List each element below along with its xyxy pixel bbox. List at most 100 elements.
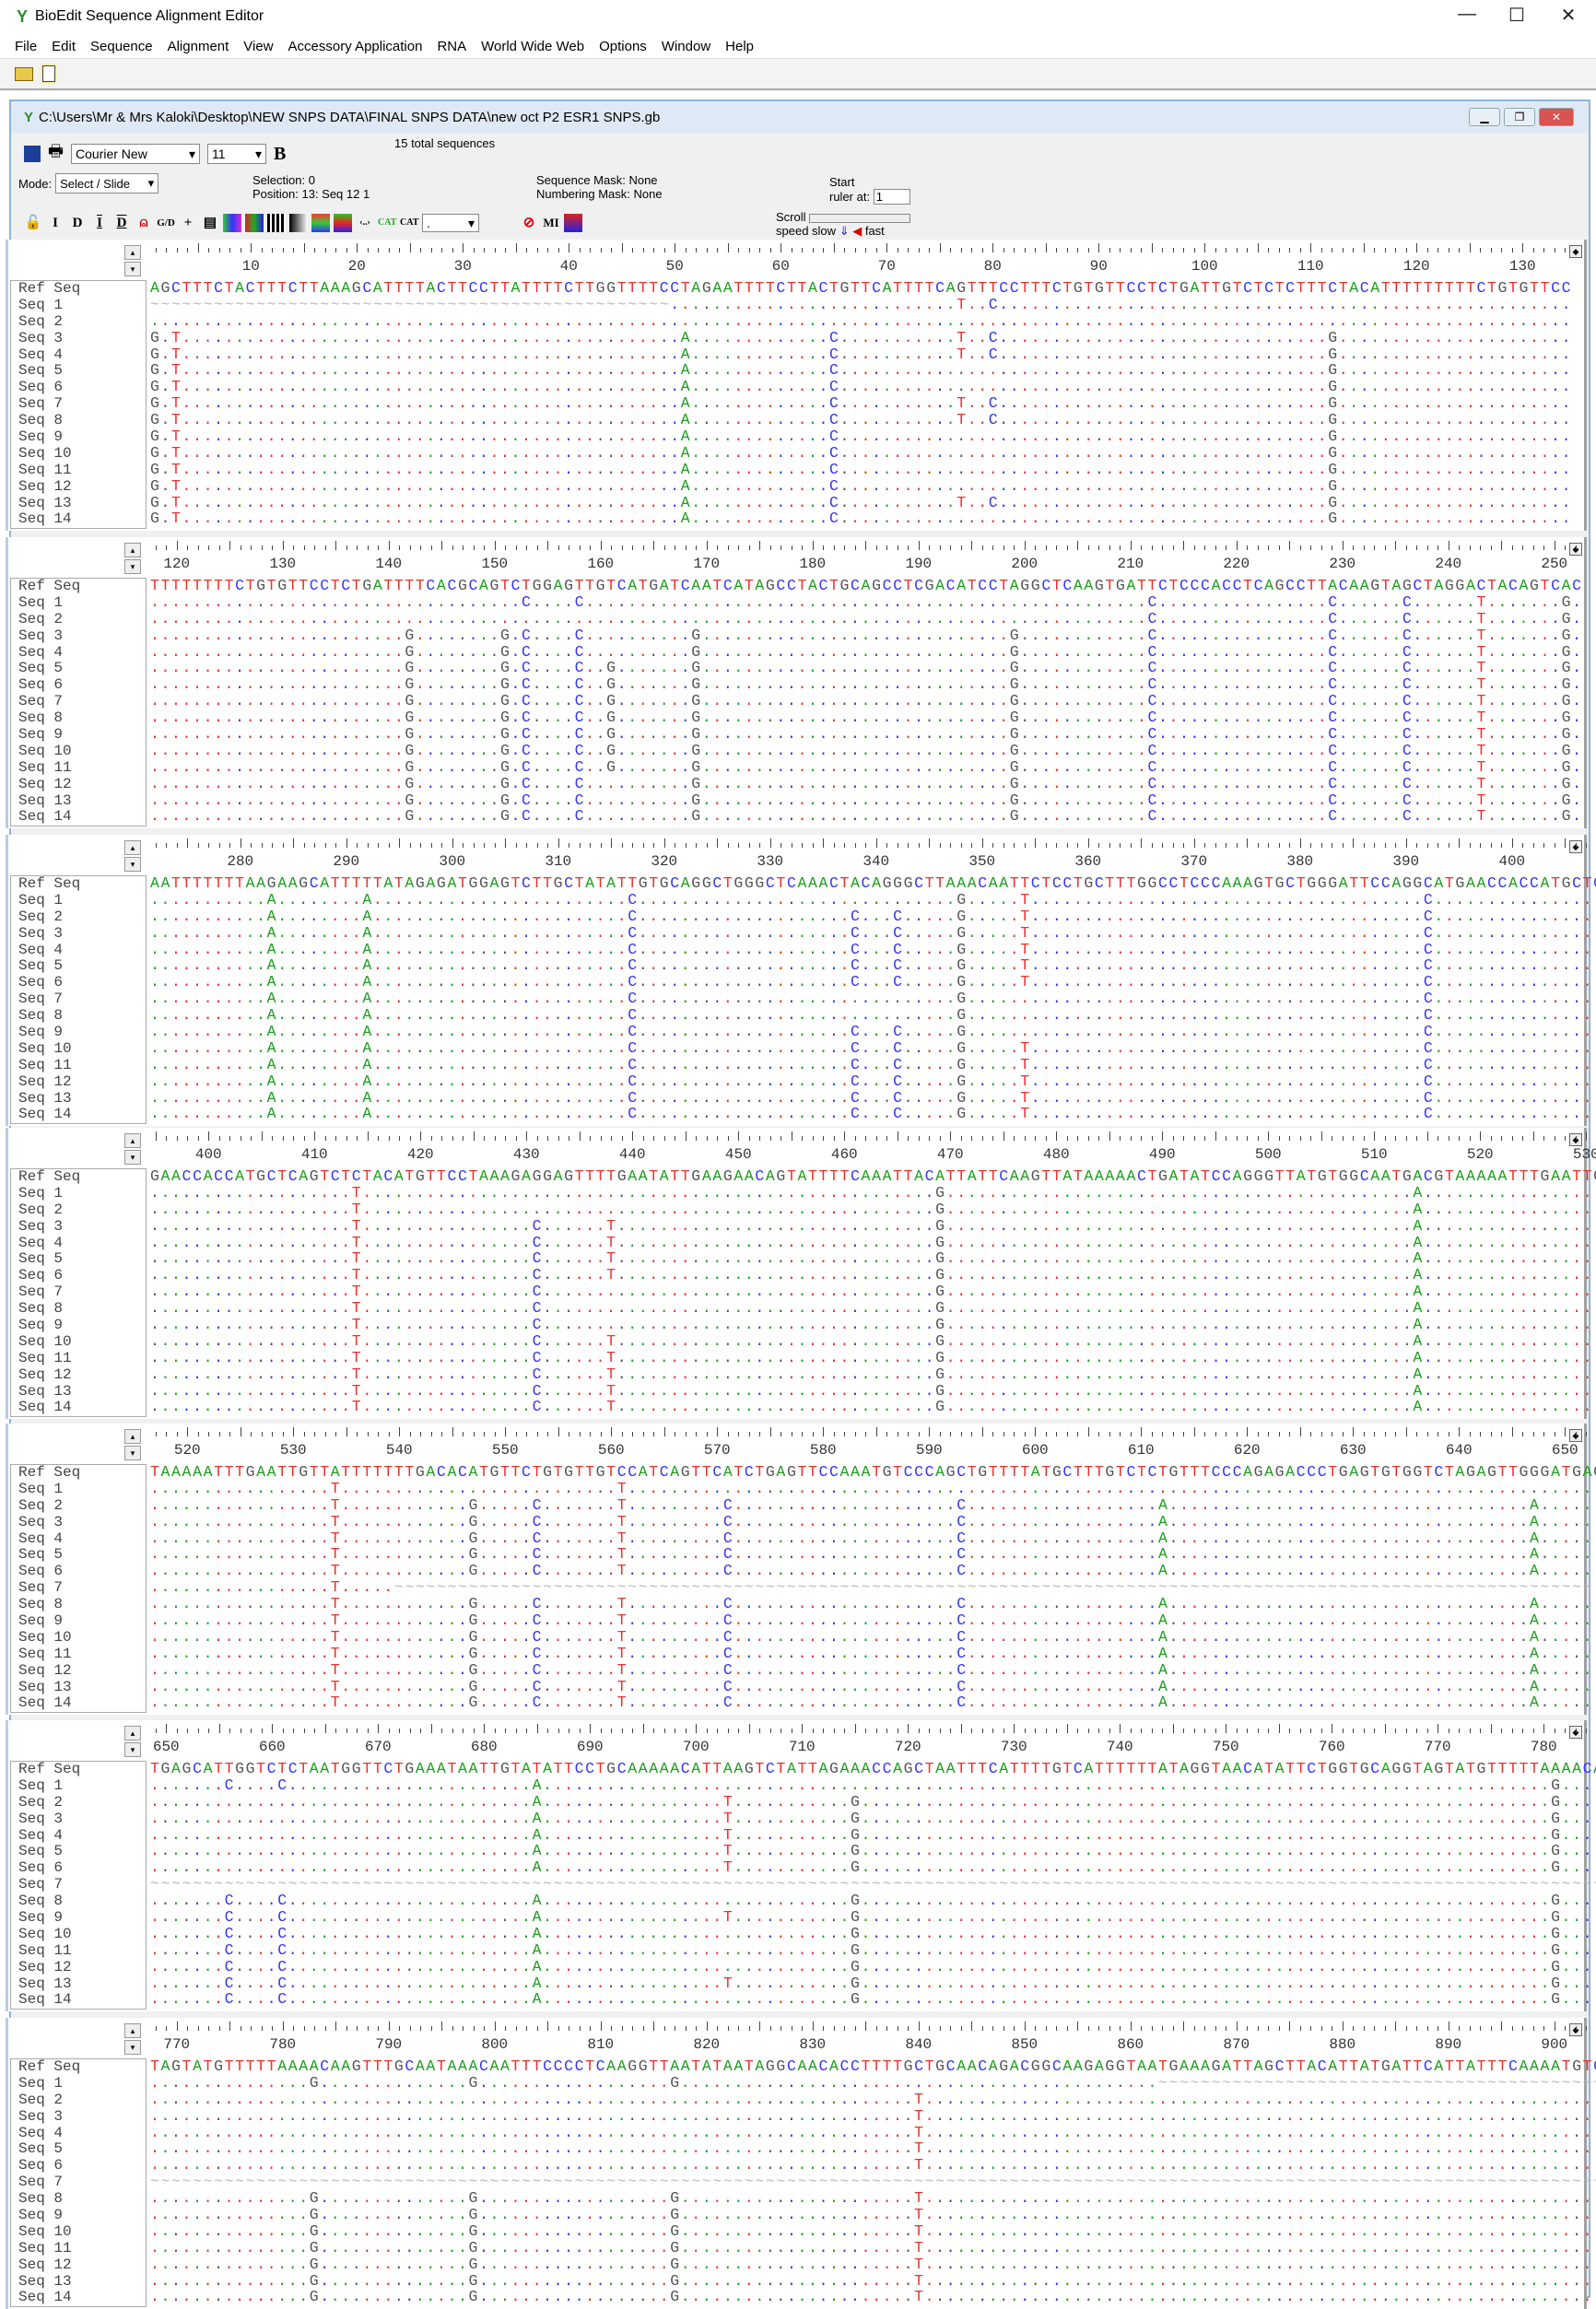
ref-seq-name[interactable]: Ref Seq — [11, 876, 146, 893]
seq-row[interactable]: ........................G........G.C....… — [150, 644, 1583, 661]
bold-button[interactable]: B — [274, 144, 286, 165]
menu-file[interactable]: File — [15, 39, 37, 54]
menu-options[interactable]: Options — [599, 39, 647, 54]
open-folder-icon[interactable] — [15, 67, 33, 81]
save-icon[interactable] — [24, 146, 41, 162]
seq-row[interactable]: G.T.....................................… — [150, 495, 1572, 511]
menu-rna[interactable]: RNA — [437, 39, 466, 54]
seq-row[interactable]: ........................................… — [150, 611, 1583, 627]
split-icon[interactable]: + — [179, 214, 197, 232]
display-select[interactable]: .▾ — [422, 214, 479, 232]
mode-select[interactable]: Select / Slide▾ — [55, 173, 158, 193]
seq-row[interactable]: ........................G........G.C....… — [150, 676, 1583, 693]
seq-name[interactable]: Seq 3 — [11, 926, 146, 943]
seq-row[interactable]: G.T.....................................… — [150, 330, 1572, 346]
graph-icon[interactable]: ▤ — [201, 214, 219, 232]
sequence-area[interactable]: TTTTTTTTCTGTGTTCCTCTGATTTTCACGCAGTCTGGAG… — [150, 578, 1583, 825]
matrix-icon[interactable] — [564, 214, 582, 232]
seq-name[interactable]: Seq 2 — [11, 612, 146, 628]
ref-seq-row[interactable]: AATTTTTTTAAGAAGCATTTTTATAGAGATGGAGTCTTGC… — [150, 875, 1596, 892]
seq-row[interactable]: ...........A........A...................… — [150, 908, 1596, 925]
seq-row[interactable]: ........................G........G.C....… — [150, 660, 1583, 676]
seq-row[interactable]: ........................G........G.C....… — [150, 743, 1583, 759]
scroll-down-button[interactable]: ▾ — [124, 262, 141, 276]
start-ruler-input[interactable]: 1 — [874, 189, 910, 205]
menu-view[interactable]: View — [243, 39, 273, 54]
seq-name[interactable]: Seq 13 — [11, 793, 146, 810]
seq-name[interactable]: Seq 9 — [11, 429, 146, 446]
seq-name[interactable]: Seq 14 — [11, 1107, 146, 1123]
consensus-icon[interactable]: ‹..› — [356, 214, 374, 232]
seq-row[interactable]: ........................G........G.C....… — [150, 776, 1583, 792]
doc-close-button[interactable]: ✕ — [1539, 108, 1574, 126]
seq-name[interactable]: Seq 5 — [11, 661, 146, 677]
seq-row[interactable]: G.T.....................................… — [150, 428, 1572, 445]
insert-column-icon[interactable]: I — [90, 214, 109, 232]
mi-icon[interactable]: MI — [542, 214, 560, 232]
seq-name[interactable]: Seq 4 — [11, 347, 146, 364]
maximize-button[interactable]: ☐ — [1498, 4, 1535, 27]
color-block-icon[interactable] — [245, 214, 264, 232]
print-icon[interactable]: 🖶 — [48, 140, 64, 168]
shade-icon[interactable] — [267, 214, 286, 232]
grayscale-icon[interactable] — [289, 214, 308, 232]
seq-name[interactable]: Seq 6 — [11, 677, 146, 694]
seq-name[interactable]: Seq 11 — [11, 463, 146, 479]
no-entry-icon[interactable]: ⊘ — [520, 214, 538, 232]
seq-name[interactable]: Seq 3 — [11, 331, 146, 347]
seq-name[interactable]: Seq 7 — [11, 396, 146, 413]
seq-name[interactable]: Seq 8 — [11, 413, 146, 429]
seq-name[interactable]: Seq 2 — [11, 314, 146, 331]
seq-row[interactable]: G.T.....................................… — [150, 510, 1572, 527]
seq-name[interactable]: Seq 7 — [11, 991, 146, 1008]
scroll-up-button[interactable]: ▴ — [124, 543, 141, 557]
seq-name[interactable]: Seq 14 — [11, 511, 146, 528]
seq-row[interactable]: G.T.....................................… — [150, 478, 1572, 495]
seq-row[interactable]: ........................G........G.C....… — [150, 693, 1583, 709]
seq-name[interactable]: Seq 9 — [11, 1025, 146, 1041]
ref-seq-name[interactable]: Ref Seq — [11, 579, 146, 595]
seq-name[interactable]: Seq 11 — [11, 1058, 146, 1074]
seq-row[interactable]: G.T.....................................… — [150, 445, 1572, 462]
seq-name[interactable]: Seq 13 — [11, 496, 146, 512]
scroll-down-button[interactable]: ▾ — [124, 559, 141, 574]
font-select[interactable]: Courier New▾ — [71, 144, 200, 164]
seq-row[interactable]: ........................G........G.C....… — [150, 792, 1583, 809]
font-size-select[interactable]: 11▾ — [207, 144, 266, 164]
ref-seq-row[interactable]: TTTTTTTTCTGTGTTCCTCTGATTTTCACGCAGTCTGGAG… — [150, 578, 1583, 594]
scroll-down-button[interactable]: ▾ — [124, 857, 141, 872]
seq-name[interactable]: Seq 11 — [11, 760, 146, 777]
menu-world-wide-web[interactable]: World Wide Web — [481, 39, 584, 54]
seq-row[interactable]: G.T.....................................… — [150, 412, 1572, 428]
minimize-button[interactable]: — — [1449, 4, 1485, 25]
cat-mono-icon[interactable]: CAT — [400, 214, 418, 232]
seq-row[interactable]: G.T.....................................… — [150, 362, 1572, 379]
seq-name[interactable]: Seq 10 — [11, 446, 146, 463]
menu-edit[interactable]: Edit — [52, 39, 76, 54]
seq-name[interactable]: Seq 12 — [11, 777, 146, 793]
seq-name[interactable]: Seq 6 — [11, 975, 146, 991]
seq-row[interactable]: G.T.....................................… — [150, 462, 1572, 478]
color-text-icon[interactable] — [223, 214, 241, 232]
gap-icon[interactable]: G/D — [157, 214, 175, 232]
seq-name[interactable]: Seq 8 — [11, 1008, 146, 1025]
seq-name[interactable]: Seq 7 — [11, 694, 146, 710]
seq-name[interactable]: Seq 14 — [11, 809, 146, 826]
seq-name[interactable]: Seq 3 — [11, 628, 146, 645]
menu-accessory-application[interactable]: Accessory Application — [288, 39, 423, 54]
sequence-area[interactable]: AGCTTTCTACTTTCTTAAAGCATTTTACTTCCTTATTTTC… — [150, 280, 1572, 527]
seq-row[interactable]: G.T.....................................… — [150, 379, 1572, 395]
scroll-up-button[interactable]: ▴ — [124, 840, 141, 855]
cat-icon[interactable]: CAT — [378, 214, 396, 232]
close-button[interactable]: ✕ — [1550, 4, 1587, 27]
seq-row[interactable]: ........................G........G.C....… — [150, 808, 1583, 825]
seq-row[interactable]: G.T.....................................… — [150, 395, 1572, 412]
seq-name[interactable]: Seq 5 — [11, 363, 146, 380]
insert-icon[interactable]: I — [46, 214, 65, 232]
ref-seq-name[interactable]: Ref Seq — [11, 281, 146, 298]
seq-name[interactable]: Seq 4 — [11, 645, 146, 662]
seq-row[interactable]: G.T.....................................… — [150, 346, 1572, 363]
seq-row[interactable]: ........................G........G.C....… — [150, 627, 1583, 644]
seq-name[interactable]: Seq 1 — [11, 298, 146, 314]
scroll-up-button[interactable]: ▴ — [124, 245, 141, 260]
